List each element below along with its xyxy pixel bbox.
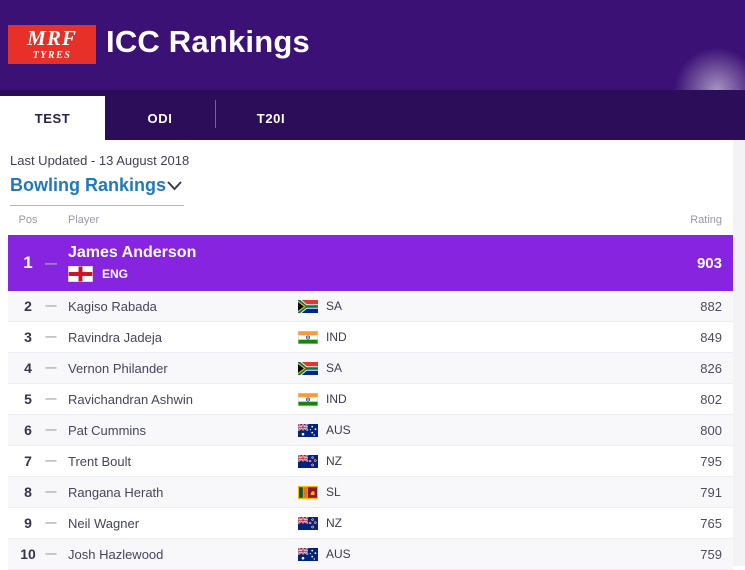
rating-value: 903 [696,254,722,272]
table-row[interactable]: 4 — Vernon Philander SA 826 [8,353,733,384]
movement-indicator: — [45,424,57,436]
player-name: James Anderson [68,244,197,261]
player-name: Ravindra Jadeja [68,329,162,345]
movement-indicator: — [45,362,57,374]
flag-aus-icon [298,547,318,561]
table-row[interactable]: 5 — Ravichandran Ashwin IND 802 [8,384,733,415]
flag-aus-icon [298,423,318,437]
position: 2 [24,298,32,314]
rankings-content: Last Updated - 13 August 2018 Bowling Ra… [0,140,745,570]
column-header-rating: Rating [690,214,722,226]
movement-indicator: — [45,393,57,405]
logo-text-tyres: TYRES [32,50,72,61]
position: 9 [24,515,32,531]
movement-indicator: — [45,331,57,343]
country-code: AUS [326,423,351,437]
tab-test[interactable]: TEST [0,96,105,140]
country-code: SL [326,485,341,499]
rating-value: 791 [700,484,722,500]
movement-indicator: — [45,517,57,529]
country-code: AUS [326,547,351,561]
table-row[interactable]: 7 — Trent Boult NZ 795 [8,446,733,477]
player-name: Ravichandran Ashwin [68,391,194,407]
country-code: IND [326,330,347,344]
rating-value: 882 [700,298,722,314]
position: 8 [24,484,32,500]
mrf-tyres-logo: MRF TYRES [8,25,96,64]
player-name: Trent Boult [68,453,132,469]
country-code: SA [326,361,343,375]
rankings-table: 1 — James Anderson ENG 903 2 — Kagiso Ra… [8,235,733,570]
position: 1 [23,253,33,272]
movement-indicator: — [45,548,57,560]
tab-divider [215,99,216,128]
movement-indicator: — [45,256,57,270]
movement-indicator: — [45,486,57,498]
table-row[interactable]: 6 — Pat Cummins AUS 800 [8,415,733,446]
rating-value: 800 [700,422,722,438]
rankings-type-dropdown[interactable]: Bowling Rankings [10,168,184,206]
tab-odi[interactable]: ODI [147,110,173,126]
table-row-featured[interactable]: 1 — James Anderson ENG 903 [8,235,733,291]
position: 4 [24,360,32,376]
movement-indicator: — [45,455,57,467]
app-header: MRF TYRES ICC Rankings [0,0,745,90]
rating-value: 765 [700,515,722,531]
column-header-pos: Pos [18,214,38,226]
table-row[interactable]: 9 — Neil Wagner NZ 765 [8,508,733,539]
table-row[interactable]: 8 — Rangana Herath SL 791 [8,477,733,508]
rating-value: 826 [700,360,722,376]
right-gutter [733,140,745,566]
flag-ind-icon [298,330,318,344]
page-title: ICC Rankings [106,24,310,59]
player-name: Neil Wagner [68,515,140,531]
last-updated-text: Last Updated - 13 August 2018 [10,153,190,168]
rating-value: 849 [700,329,722,345]
country-code: ENG [102,267,129,281]
country-code: NZ [326,516,342,530]
rating-value: 759 [700,546,722,562]
table-row[interactable]: 10 — Josh Hazlewood AUS 759 [8,539,733,570]
flag-ind-icon [298,392,318,406]
format-tabbar: TEST ODI T20I [0,90,745,140]
player-name: Kagiso Rabada [68,298,157,314]
country-code: SA [326,299,343,313]
table-header: Pos Player Rating [8,211,733,229]
table-row[interactable]: 3 — Ravindra Jadeja IND 849 [8,322,733,353]
column-header-player: Player [68,214,100,226]
movement-indicator: — [45,300,57,312]
flag-sl-icon [298,485,318,499]
flag-nz-icon [298,454,318,468]
rating-value: 802 [700,391,722,407]
flag-sa-icon [298,361,318,375]
chevron-down-icon [167,181,182,190]
logo-text-mrf: MRF [27,26,77,50]
position: 3 [24,329,32,345]
position: 6 [24,422,32,438]
country-code: IND [326,392,347,406]
rankings-type-value: Bowling Rankings [10,175,167,195]
position: 10 [20,546,36,562]
country-code: NZ [326,454,342,468]
tab-t20i[interactable]: T20I [256,110,286,126]
player-name: Josh Hazlewood [68,546,164,562]
position: 5 [24,391,32,407]
player-name: Pat Cummins [68,422,147,438]
player-name: Rangana Herath [68,484,164,500]
table-row[interactable]: 2 — Kagiso Rabada SA 882 [8,291,733,322]
position: 7 [24,453,32,469]
flag-eng-icon [68,266,93,282]
flag-nz-icon [298,516,318,530]
rating-value: 795 [700,453,722,469]
flag-sa-icon [298,299,318,313]
player-name: Vernon Philander [68,360,168,376]
